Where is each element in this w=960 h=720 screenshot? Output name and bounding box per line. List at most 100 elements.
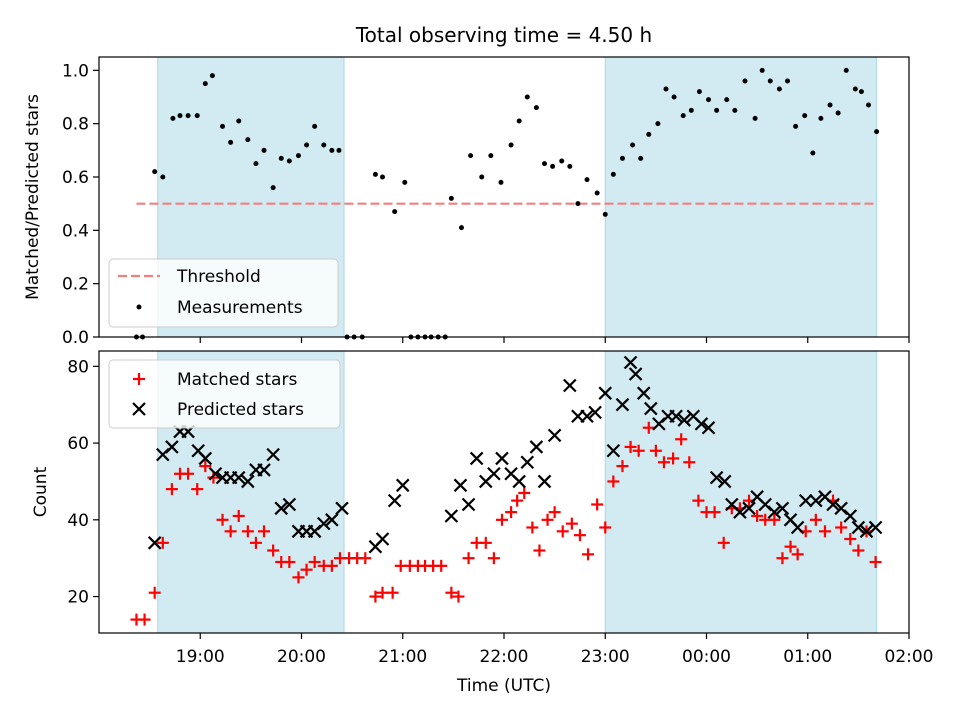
matched-star-point xyxy=(582,548,595,561)
top-plot-frame xyxy=(98,56,910,338)
measurement-point xyxy=(516,118,522,124)
x-tick-label: 23:00 xyxy=(581,647,630,667)
predicted-star-point xyxy=(615,397,630,412)
measurement-point xyxy=(286,158,292,164)
matched-star-point xyxy=(818,525,831,538)
predicted-star-point xyxy=(512,474,526,489)
predicted-star-point xyxy=(636,386,651,400)
predicted-star-point xyxy=(701,420,716,435)
measurement-point xyxy=(458,225,464,231)
x-tick-label: 22:00 xyxy=(480,647,529,667)
y-tick-label: 0.6 xyxy=(62,168,89,188)
matched-star-point xyxy=(541,513,554,526)
predicted-star-point xyxy=(520,455,535,470)
matched-star-point xyxy=(148,586,161,599)
predicted-star-point xyxy=(606,443,621,458)
measurement-point xyxy=(714,107,720,113)
measurement-point xyxy=(508,142,514,148)
predicted-star-point xyxy=(395,478,410,493)
y-tick-label: 0.0 xyxy=(62,328,89,348)
measurement-point xyxy=(852,86,858,92)
matched-star-point xyxy=(224,525,237,538)
measurement-point xyxy=(228,139,234,145)
matched-star-point xyxy=(599,521,612,534)
y-tick-label: 20 xyxy=(67,588,89,608)
top-y-axis-label: Matched/Predicted stars xyxy=(23,94,43,300)
matched-star-point xyxy=(216,513,229,526)
y-tick-label: 80 xyxy=(67,357,89,377)
measurement-point xyxy=(874,129,880,135)
measurement-point xyxy=(185,113,191,119)
predicted-star-point xyxy=(798,493,813,508)
matched-star-point xyxy=(556,525,569,538)
measurement-point xyxy=(802,113,808,119)
measurement-point xyxy=(253,161,259,167)
measurement-point xyxy=(278,155,284,161)
matched-star-point xyxy=(616,460,629,473)
matched-star-point xyxy=(607,475,620,488)
measurement-point xyxy=(559,158,565,164)
matched-star-point xyxy=(191,483,204,496)
measurement-point xyxy=(448,195,454,201)
measurement-point xyxy=(479,174,485,180)
measurement-point xyxy=(524,94,530,100)
matched-star-point xyxy=(249,536,262,549)
measurement-point xyxy=(498,179,504,185)
matched-star-point xyxy=(573,529,586,542)
measurement-point xyxy=(170,115,176,121)
predicted-star-point xyxy=(147,536,162,550)
shaded-span xyxy=(604,56,878,338)
matched-star-point xyxy=(386,586,399,599)
shaded-span xyxy=(604,350,878,634)
matched-star-point xyxy=(267,544,280,557)
measurement-point xyxy=(392,209,398,215)
predicted-star-point xyxy=(826,497,840,512)
measurement-point xyxy=(594,190,600,196)
matched-star-point xyxy=(624,440,637,453)
measurement-point xyxy=(785,78,790,84)
matched-star-point xyxy=(869,556,882,569)
x-tick-label: 01:00 xyxy=(783,647,832,667)
measurement-point xyxy=(602,211,608,217)
measurement-point xyxy=(671,94,677,100)
measurement-point xyxy=(380,174,385,180)
measurement-point xyxy=(488,153,494,159)
matched-star-point xyxy=(369,590,382,603)
predicted-star-point xyxy=(231,470,246,485)
bottom-y-axis-label: Count xyxy=(31,466,51,517)
predicted-star-point xyxy=(623,355,638,370)
matched-star-point xyxy=(776,552,789,565)
measurement-point xyxy=(402,179,408,185)
predicted-star-point xyxy=(588,405,602,420)
measurement-point xyxy=(194,113,200,119)
measurement-point xyxy=(270,185,276,191)
predicted-stars-points xyxy=(147,355,883,554)
matched-star-point xyxy=(435,559,448,572)
measurement-point xyxy=(655,121,661,127)
measurement-point xyxy=(584,177,590,183)
matched-star-point xyxy=(182,467,195,480)
measurement-point xyxy=(220,123,226,129)
predicted-star-point xyxy=(487,466,501,481)
predicted-star-point xyxy=(733,505,747,519)
measurement-point xyxy=(261,147,267,153)
y-tick-label: 0.2 xyxy=(62,275,89,295)
predicted-star-point xyxy=(669,409,683,424)
matched-star-point xyxy=(591,498,604,511)
predicted-star-point xyxy=(790,520,805,535)
measurement-point xyxy=(835,110,841,116)
measurement-point xyxy=(724,97,730,103)
matched-star-point xyxy=(708,506,721,519)
predicted-star-point xyxy=(717,474,732,489)
y-tick-label: 0.8 xyxy=(62,115,89,135)
legend-predicted-swatch xyxy=(132,402,146,416)
matched-star-point xyxy=(445,586,458,599)
matched-star-point xyxy=(657,456,670,469)
matched-star-point xyxy=(292,571,305,584)
predicted-star-point xyxy=(325,513,339,527)
measurement-point xyxy=(236,118,242,124)
matched-star-point xyxy=(751,509,764,522)
matched-star-point xyxy=(300,563,313,576)
measurement-point xyxy=(312,123,318,129)
